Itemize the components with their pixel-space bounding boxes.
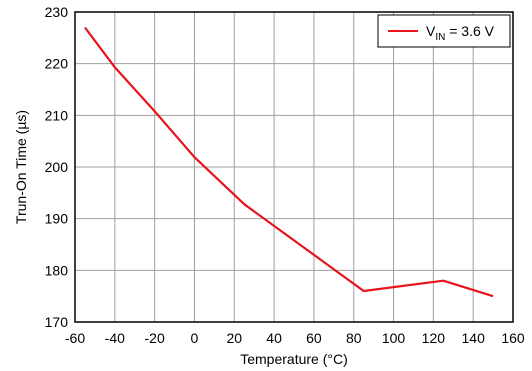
legend-label-main: V bbox=[426, 23, 436, 39]
x-tick-label: 40 bbox=[266, 330, 282, 346]
series-layer bbox=[84, 26, 494, 298]
data-point bbox=[193, 156, 195, 158]
legend-label-rest: = 3.6 V bbox=[445, 23, 494, 39]
data-point bbox=[492, 295, 494, 297]
x-tick-label: 0 bbox=[191, 330, 199, 346]
x-tick-label: 160 bbox=[501, 330, 525, 346]
x-axis-label: Temperature (°C) bbox=[240, 351, 348, 367]
x-tick-label: 60 bbox=[306, 330, 322, 346]
y-tick-label: 180 bbox=[45, 262, 69, 278]
x-tick-label: 20 bbox=[226, 330, 242, 346]
data-point bbox=[84, 27, 86, 29]
x-tick-label: -40 bbox=[105, 330, 125, 346]
legend-label-subscript: IN bbox=[435, 32, 445, 43]
y-tick-label: 200 bbox=[45, 159, 69, 175]
data-point bbox=[363, 290, 365, 292]
y-tick-label: 170 bbox=[45, 314, 69, 330]
data-point bbox=[442, 280, 444, 282]
legend: VIN = 3.6 V bbox=[377, 14, 511, 48]
x-tick-label: 100 bbox=[382, 330, 406, 346]
plot-frame bbox=[74, 11, 514, 323]
x-tick-labels: -60 -40 -20 0 20 40 60 80 100 120 140 160 bbox=[65, 330, 525, 346]
y-tick-label: 230 bbox=[45, 4, 69, 20]
y-tick-labels: 170 180 190 200 210 220 230 bbox=[45, 4, 69, 330]
data-point bbox=[154, 110, 156, 112]
y-tick-label: 220 bbox=[45, 56, 69, 72]
x-tick-label: -60 bbox=[65, 330, 85, 346]
data-point bbox=[114, 66, 116, 68]
x-tick-label: -20 bbox=[145, 330, 165, 346]
y-axis-label: Trun-On Time (µs) bbox=[13, 110, 29, 224]
y-tick-label: 210 bbox=[45, 107, 69, 123]
y-tick-label: 190 bbox=[45, 211, 69, 227]
x-tick-label: 140 bbox=[462, 330, 486, 346]
legend-label: VIN = 3.6 V bbox=[426, 23, 495, 43]
series-line bbox=[84, 26, 494, 298]
x-tick-label: 80 bbox=[346, 330, 362, 346]
data-point bbox=[243, 203, 245, 205]
x-tick-label: 120 bbox=[422, 330, 446, 346]
